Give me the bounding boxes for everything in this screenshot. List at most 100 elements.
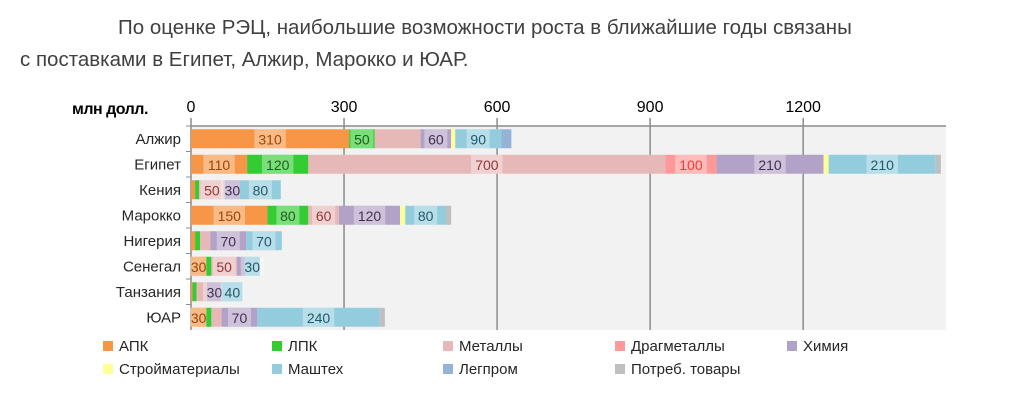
bar-segment (211, 307, 222, 327)
bar-segment (206, 282, 223, 302)
data-label-bg (220, 180, 244, 200)
bar-segment (400, 205, 406, 225)
category-label: Марокко (122, 207, 181, 224)
bar-segment (379, 307, 385, 327)
data-label-bg (213, 205, 246, 225)
x-tick-label: 900 (637, 99, 664, 116)
bar-segment (200, 231, 211, 251)
data-label: 210 (758, 157, 782, 173)
data-label-bg (866, 154, 898, 174)
data-label-bg (302, 307, 335, 327)
legend-swatch (103, 364, 113, 374)
data-label-bg (353, 205, 386, 225)
bar-segment (267, 205, 309, 225)
bar-segment (257, 307, 380, 327)
data-label-bg (254, 129, 286, 149)
data-label: 120 (358, 208, 382, 224)
data-label-bg (424, 129, 448, 149)
data-label-bg (202, 282, 226, 302)
bar-segment (716, 154, 824, 174)
data-label-bg (212, 256, 236, 276)
legend-swatch (272, 364, 282, 374)
x-tick-label: 600 (484, 99, 511, 116)
legend-swatch (787, 341, 797, 351)
bar-segment (308, 154, 666, 174)
bar-segment (823, 154, 829, 174)
bar-segment (206, 256, 212, 276)
bar-segment (191, 180, 196, 200)
unit-label: млн долл. (72, 101, 148, 118)
bar-segment (191, 231, 196, 251)
data-label-bg (227, 307, 251, 327)
legend-swatch (443, 364, 453, 374)
legend-label: Химия (803, 338, 848, 355)
bar-segment (191, 129, 350, 149)
bar-segment (210, 231, 247, 251)
bar-segment (308, 205, 339, 225)
data-label: 50 (216, 259, 232, 275)
data-label: 120 (266, 157, 290, 173)
category-label: Сенегал (123, 258, 181, 275)
data-label-bg (414, 205, 438, 225)
category-label: ЮАР (146, 309, 181, 326)
bar-segment (206, 307, 212, 327)
bar-segment (221, 307, 258, 327)
data-label: 50 (354, 131, 370, 147)
bar-segment (338, 205, 401, 225)
legend-swatch (615, 341, 625, 351)
bar-segment (195, 231, 201, 251)
bar-segment (828, 154, 936, 174)
bar-segment (451, 129, 456, 149)
legend-label: Металлы (459, 338, 523, 355)
data-label-bg (220, 282, 244, 302)
bar-segment (246, 231, 282, 251)
legend-label: ЛПК (288, 338, 318, 355)
data-label-bg (187, 256, 211, 276)
data-label: 40 (225, 284, 241, 300)
data-label-bg (466, 129, 490, 149)
bar-segment (935, 154, 941, 174)
data-label-bg (675, 154, 707, 174)
x-tick-label: 300 (331, 99, 358, 116)
heading-line-1: По оценке РЭЦ, наибольшие возможности ро… (118, 16, 852, 39)
data-label-bg (252, 231, 276, 251)
data-label: 30 (207, 284, 223, 300)
category-label: Алжир (135, 131, 181, 148)
data-label-bg (276, 205, 300, 225)
bar-segment (191, 256, 207, 276)
bar-segment (236, 256, 245, 276)
bar-segment (222, 282, 243, 302)
bar-segment (196, 282, 207, 302)
x-tick-label: 1200 (785, 99, 821, 116)
data-label-bg (240, 256, 264, 276)
heading-line-2: с поставками в Египет, Алжир, Марокко и … (20, 48, 469, 71)
bar-segment (244, 256, 260, 276)
bar-segment (455, 129, 502, 149)
bar-segment (349, 129, 375, 149)
data-label: 210 (871, 157, 895, 173)
bar-segment (247, 154, 309, 174)
category-label: Египет (134, 156, 181, 173)
data-label-bg (216, 231, 240, 251)
data-label: 30 (191, 310, 207, 326)
bar-segment (665, 154, 717, 174)
heading: По оценке РЭЦ, наибольшие возможности ро… (20, 12, 1020, 76)
data-label-bg (200, 180, 224, 200)
legend-label: АПК (119, 338, 149, 355)
legend-swatch (272, 341, 282, 351)
bar-segment (191, 307, 207, 327)
bar-segment (191, 205, 268, 225)
legend-label: Драгметаллы (631, 338, 725, 355)
bar-segment (501, 129, 512, 149)
legend-label: Маштех (288, 361, 344, 378)
data-label-bg (312, 205, 336, 225)
bar-segment (195, 180, 200, 200)
data-label-bg (471, 154, 503, 174)
data-label: 240 (307, 310, 331, 326)
data-label: 310 (258, 131, 282, 147)
data-label: 70 (256, 233, 272, 249)
data-label: 100 (679, 157, 703, 173)
legend-swatch (615, 364, 625, 374)
data-label: 80 (253, 182, 269, 198)
